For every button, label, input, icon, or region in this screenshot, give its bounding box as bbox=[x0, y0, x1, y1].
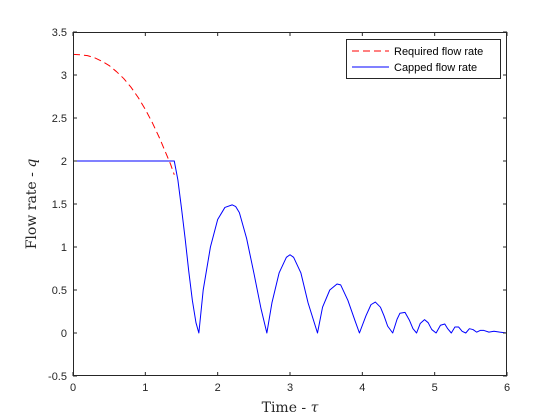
x-tick-label: 5 bbox=[432, 382, 438, 394]
legend-label-capped-flow-rate: Capped flow rate bbox=[394, 62, 477, 74]
y-tick-label: 3.5 bbox=[52, 27, 67, 39]
y-axis-title: Flow rate - q bbox=[24, 159, 40, 250]
x-axis-title-symbol: τ bbox=[311, 400, 319, 416]
legend: Required flow rate Capped flow rate bbox=[346, 39, 501, 79]
y-tick-label: 1 bbox=[61, 242, 67, 254]
y-tick-label: -0.5 bbox=[48, 371, 67, 383]
y-tick-label: 0.5 bbox=[52, 285, 67, 297]
y-tick-label: 2.5 bbox=[52, 113, 67, 125]
x-tick-label: 3 bbox=[287, 382, 293, 394]
plot-background bbox=[73, 32, 507, 376]
series-layer bbox=[73, 53, 507, 334]
x-tick-label: 6 bbox=[504, 382, 510, 394]
y-tick-label: 2 bbox=[61, 156, 67, 168]
series-line-required-flow-rate bbox=[73, 53, 175, 175]
x-tick-label: 1 bbox=[142, 382, 148, 394]
x-tick-label: 2 bbox=[215, 382, 221, 394]
series-line-capped-flow-rate bbox=[73, 160, 507, 334]
y-axis-title-symbol: q bbox=[24, 159, 40, 168]
y-axis: -0.5 0 0.5 1 1.5 2 2.5 3 3.5 bbox=[48, 27, 507, 383]
plot-area bbox=[73, 32, 507, 376]
y-tick-label: 3 bbox=[61, 70, 67, 82]
x-tick-label: 0 bbox=[70, 382, 76, 394]
legend-label-required-flow-rate: Required flow rate bbox=[394, 46, 483, 58]
y-tick-label: 0 bbox=[61, 328, 67, 340]
x-axis-title-text: Time - bbox=[262, 400, 311, 416]
legend-box bbox=[346, 39, 501, 79]
y-axis-title-text: Flow rate - bbox=[24, 168, 40, 250]
x-axis: 0 1 2 3 4 5 6 bbox=[70, 32, 510, 394]
x-tick-label: 4 bbox=[359, 382, 365, 394]
x-axis-title: Time - τ bbox=[262, 400, 319, 416]
y-tick-label: 1.5 bbox=[52, 199, 67, 211]
